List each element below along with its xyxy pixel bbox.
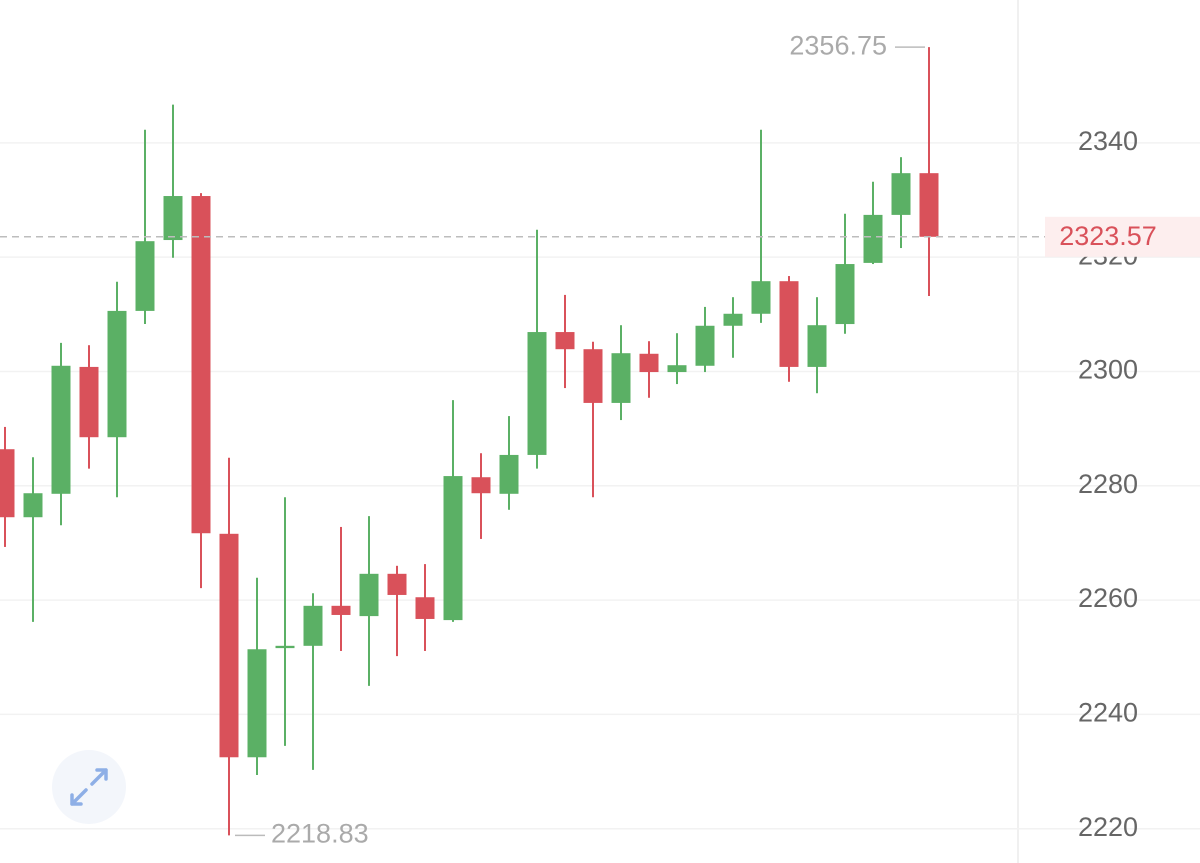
candle-body [751,281,771,314]
candle-body [135,241,155,311]
candle-body [919,173,939,237]
candle-body [0,449,15,518]
y-tick-label: 2260 [1078,583,1138,613]
candle-body [163,196,183,241]
candle-body [219,533,239,758]
candle-body [107,310,127,438]
current-price-badge [1045,216,1200,257]
candle-body [891,173,911,215]
y-tick-label: 2220 [1078,812,1138,842]
candle-body [527,332,547,455]
candle-body [51,365,71,494]
candle-body [583,349,603,403]
candle-body [275,645,295,649]
expand-icon[interactable] [70,768,108,806]
min-price-label: 2218.83 [271,819,369,849]
candle-body [247,649,267,758]
candle-body [331,605,351,615]
candle-body [191,196,211,534]
y-tick-label: 2280 [1078,469,1138,499]
expand-button[interactable] [52,750,126,824]
candle-body [639,353,659,373]
candle-body [555,332,575,350]
max-price-label: 2356.75 [789,30,887,60]
candle-body [807,325,827,367]
candle-body [695,325,715,366]
candle-body [835,264,855,325]
candle-body [23,493,43,518]
expand-button-bg[interactable] [52,750,126,824]
candle-body [359,573,379,617]
candle-body [415,597,435,619]
y-tick-label: 2300 [1078,355,1138,385]
current-price-label: 2323.57 [1059,221,1157,251]
candle-body [387,573,407,595]
candle-body [471,477,491,494]
candle-body [79,366,99,438]
candle-body [611,353,631,403]
candle-body [667,365,687,373]
candle-body [303,605,323,646]
y-tick-label: 2340 [1078,126,1138,156]
candle-body [499,454,519,494]
candle-body [779,281,799,367]
y-tick-label: 2240 [1078,698,1138,728]
candle-body [443,476,463,621]
candle-body [723,313,743,326]
candle-body [863,214,883,263]
